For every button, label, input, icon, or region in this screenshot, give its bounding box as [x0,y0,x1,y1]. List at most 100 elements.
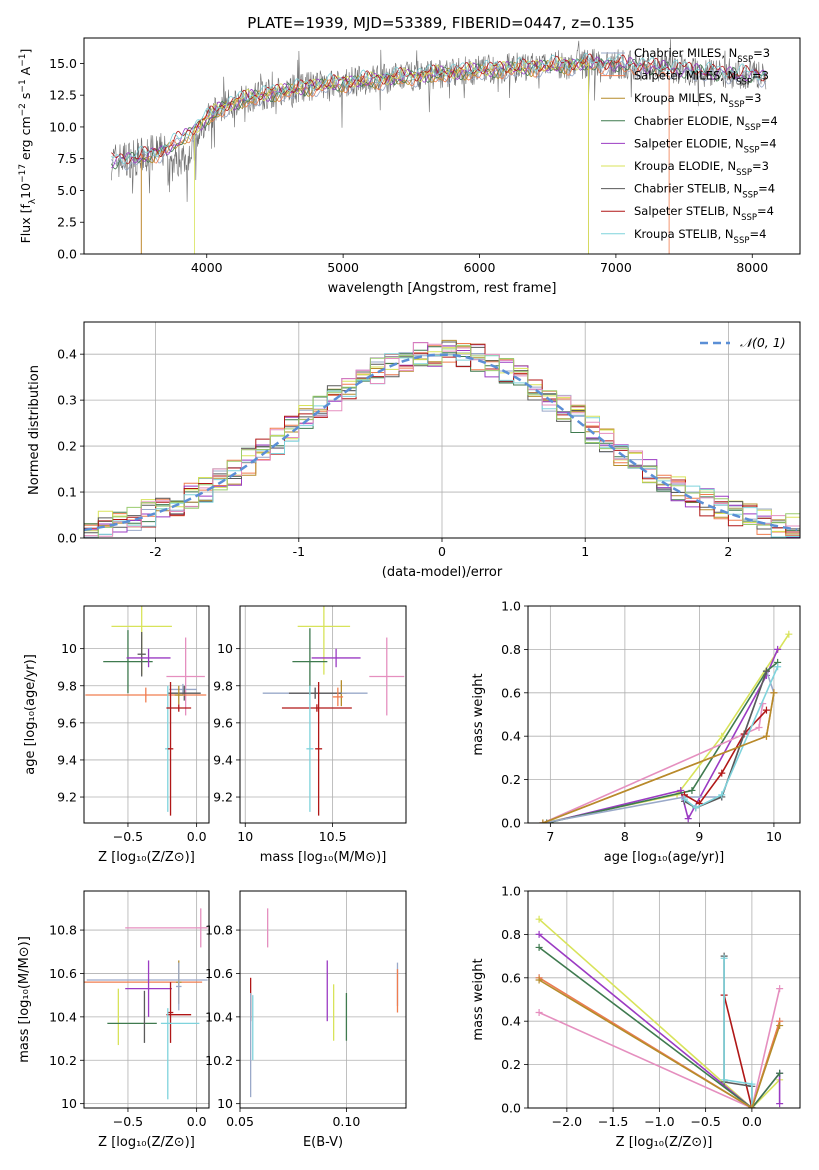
errorbar-point [167,685,201,701]
y-tick-label: 10.2 [205,1053,233,1068]
x-axis-label: age [log₁₀(age/yr)] [604,850,725,865]
data-marker [720,1076,728,1084]
x-tick-label: 4000 [191,260,223,275]
data-marker [776,1069,784,1077]
data-marker [539,819,547,823]
figure-title: PLATE=1939, MJD=53389, FIBERID=0447, z=0… [247,14,634,32]
data-marker [774,645,782,653]
x-axis-label: Z [log₁₀(Z/Z⊙)] [98,1135,195,1150]
series-line [542,692,775,823]
y-tick-label: 0.0 [57,247,77,262]
data-marker [785,630,793,638]
data-marker [762,732,770,740]
y-tick-label: 10 [61,1096,77,1111]
plot-area [110,39,767,254]
y-tick-label: 0.4 [501,729,521,744]
y-axis-label: Normed distribution [27,365,42,495]
series-line [538,918,781,1108]
mass-vs-EBV-panel: 0.05 0.10 10 10.2 10.4 10.6 10.8 E(B-V) [205,890,407,1150]
errorbar-point [126,648,171,668]
spectrum-panel: 4000 5000 6000 7000 8000 0.0 2.5 5.0 7.5 10.0 12.5… [18,37,801,296]
axes-frame [527,605,801,824]
data-marker [684,815,692,823]
y-tick-label: 9.2 [213,790,233,805]
legend-entry: Salpeter ELODIE, NSSP=4 [634,136,777,155]
y-tick-label: 15.0 [49,56,77,71]
y-tick-label: 0.8 [501,927,521,942]
plot-area [249,908,399,1098]
y-tick-label: 10 [217,641,233,656]
x-tick-label: 1 [581,544,589,559]
series-line [723,995,753,1108]
series-line [538,988,781,1108]
y-tick-label: 0.1 [57,485,77,500]
y-tick-label: 9.8 [213,678,233,693]
x-tick-label: 10 [766,829,782,844]
series-line [538,977,781,1108]
y-tick-label: 9.8 [57,678,77,693]
legend-entry: Chabrier ELODIE, NSSP=4 [634,114,778,133]
y-axis-label: age [log₁₀(age/yr)] [23,654,38,775]
y-tick-label: 0.2 [57,439,77,454]
errorbar-point [85,687,207,703]
y-tick-label: 0.3 [57,393,77,408]
errorbar-point [137,631,146,677]
data-marker [535,1009,543,1017]
mass-vs-Z-panel: −0.5 0.0 10 10.2 10.4 10.6 10.8 Z [log₁₀(Z/Z⊙)]… [17,890,210,1150]
model-spectrum-line [140,58,670,254]
data-marker [755,724,763,732]
plot-area [84,339,800,538]
data-marker [720,954,728,962]
age-vs-mass-panel: 10 10.5 9.2 9.4 9.6 9.8 10 mass [log₁₀(M/M⊙)] [213,605,407,865]
y-tick-label: 0.6 [501,685,521,700]
x-tick-label: -2 [149,544,161,559]
x-tick-label: −0.5 [690,1114,720,1129]
y-tick-label: 1.0 [501,599,521,614]
x-tick-label: 0.05 [226,1114,254,1129]
errorbar-point [297,606,351,675]
data-marker [762,667,770,675]
model-spectrum-line [111,52,766,165]
axes-frame [239,605,407,824]
model-spectrum-line [194,57,589,254]
x-axis-label: wavelength [Angstrom, rest frame] [328,281,557,296]
data-marker [535,976,543,984]
x-axis-label: mass [log₁₀(M/M⊙)] [260,850,387,865]
histogram-series [84,344,800,538]
y-tick-label: 10 [61,641,77,656]
x-tick-label: 9 [695,829,703,844]
x-tick-label: 8 [621,829,629,844]
errorbar-point [369,637,405,716]
x-tick-label: 2 [724,544,732,559]
x-axis-label: Z [log₁₀(Z/Z⊙)] [616,1135,713,1150]
x-tick-label: 5000 [327,260,359,275]
y-axis-label: mass weight [471,673,486,755]
x-tick-label: −0.5 [113,829,143,844]
y-tick-label: 0.2 [501,1057,521,1072]
y-tick-label: 1.0 [501,884,521,899]
y-tick-label: 0.4 [501,1014,521,1029]
x-tick-label: −2.0 [552,1114,582,1129]
series-line [684,670,768,809]
data-marker [776,1100,784,1108]
y-axis-label: mass weight [471,958,486,1040]
y-tick-label: 9.6 [213,715,233,730]
errorbar-point [166,704,192,712]
data-marker [680,795,688,803]
data-marker [774,663,782,671]
errorbar-point [167,982,174,1043]
plot-area [539,630,793,823]
errorbar-point [288,687,342,699]
series-line [684,709,768,805]
axes-frame [83,605,210,824]
errorbar-point [103,630,153,694]
y-tick-label: 9.4 [57,752,77,767]
x-tick-label: 0.0 [742,1114,762,1129]
y-tick-label: 0.4 [57,347,77,362]
data-marker [692,804,700,812]
x-tick-label: 0 [438,544,446,559]
model-spectrum-line [111,56,767,169]
series-line [684,666,779,809]
errorbar-point [166,637,205,716]
legend-entry: Chabrier MILES, NSSP=3 [634,46,770,65]
